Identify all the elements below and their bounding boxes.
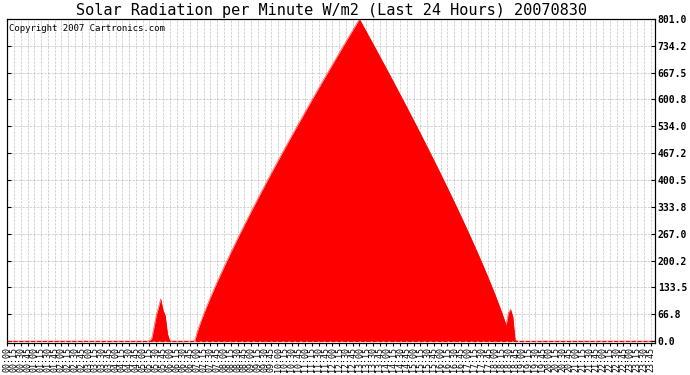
Title: Solar Radiation per Minute W/m2 (Last 24 Hours) 20070830: Solar Radiation per Minute W/m2 (Last 24…: [76, 3, 586, 18]
Text: Copyright 2007 Cartronics.com: Copyright 2007 Cartronics.com: [8, 24, 164, 33]
